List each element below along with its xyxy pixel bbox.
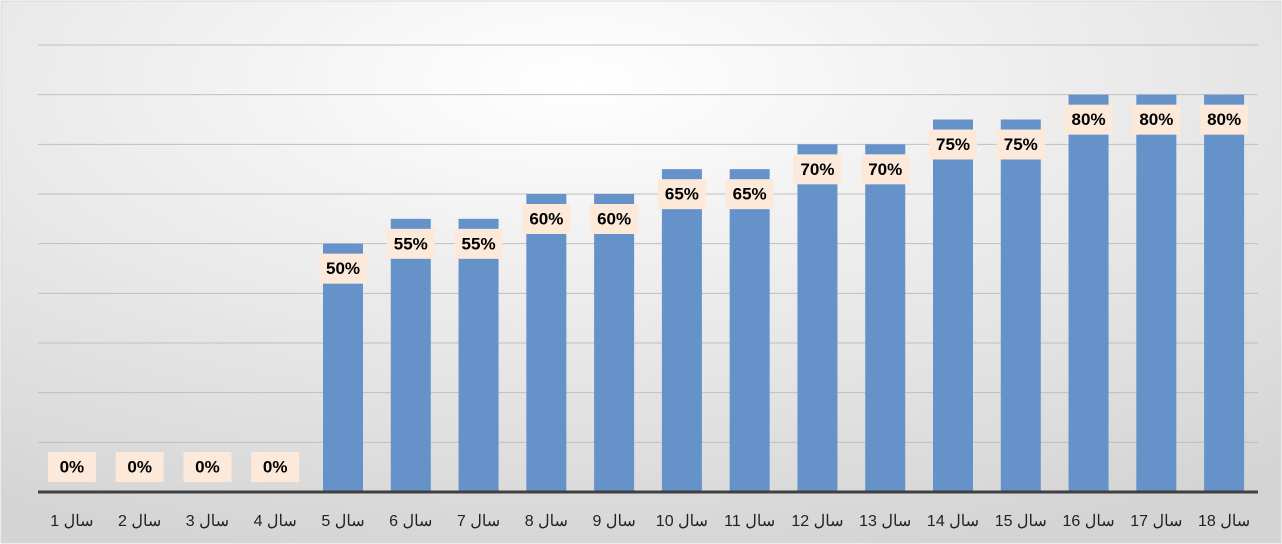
- x-tick-label: سال 18: [1198, 513, 1250, 530]
- data-label-box: [996, 129, 1045, 160]
- x-tick-label: سال 11: [724, 513, 775, 530]
- data-label-box: [319, 253, 367, 284]
- bar: [1136, 94, 1177, 493]
- data-label: 0%: [127, 457, 152, 476]
- x-tick-label: سال 1: [50, 513, 93, 530]
- data-label-box: [725, 179, 774, 210]
- data-label: 75%: [936, 135, 970, 154]
- x-tick-label: سال 8: [525, 513, 568, 530]
- data-label-box: [386, 228, 435, 259]
- data-label-box: [861, 154, 910, 185]
- data-label: 70%: [800, 160, 834, 179]
- data-label-box: [522, 204, 571, 234]
- bar: [526, 194, 567, 492]
- data-label: 65%: [665, 185, 699, 204]
- bar: [797, 144, 838, 493]
- bar: [865, 144, 906, 493]
- x-tick-label: سال 17: [1130, 513, 1182, 530]
- data-label-box: [251, 452, 300, 482]
- x-tick-label: سال 2: [118, 513, 161, 530]
- data-label-box: [1200, 104, 1249, 135]
- x-tick-label: سال 7: [457, 513, 500, 530]
- data-label: 80%: [1072, 110, 1106, 129]
- data-label: 80%: [1139, 110, 1173, 129]
- data-label-box: [793, 154, 842, 185]
- bar: [323, 243, 363, 492]
- data-label: 65%: [733, 185, 767, 204]
- data-label: 80%: [1207, 110, 1241, 129]
- bar: [933, 119, 973, 492]
- data-label-box: [183, 452, 232, 482]
- x-tick-label: سال 13: [859, 513, 911, 530]
- data-label-box: [929, 129, 977, 160]
- data-label: 0%: [263, 457, 288, 476]
- data-label: 0%: [195, 457, 220, 476]
- data-label-box: [454, 228, 503, 259]
- x-tick-label: سال 4: [254, 513, 297, 530]
- bar: [1068, 94, 1109, 493]
- data-label: 60%: [597, 209, 631, 228]
- x-tick-label: سال 5: [321, 513, 364, 530]
- data-label: 60%: [529, 209, 563, 228]
- bar: [390, 218, 431, 493]
- data-label-box: [115, 452, 164, 482]
- data-label-box: [590, 204, 639, 234]
- data-label-box: [1132, 104, 1181, 135]
- data-label: 55%: [394, 234, 428, 253]
- bar: [594, 194, 635, 492]
- x-tick-label: سال 6: [389, 513, 432, 530]
- bar: [729, 169, 770, 492]
- bar: [1000, 119, 1041, 492]
- x-tick-label: سال 10: [656, 513, 708, 530]
- bar: [458, 218, 499, 493]
- data-label: 55%: [462, 234, 496, 253]
- data-label: 0%: [60, 457, 85, 476]
- x-tick-label: سال 3: [186, 513, 229, 530]
- x-tick-label: سال 16: [1062, 513, 1114, 530]
- data-label: 50%: [326, 259, 360, 278]
- data-label-box: [1064, 104, 1113, 135]
- data-label: 75%: [1004, 135, 1038, 154]
- x-tick-label: سال 14: [927, 513, 979, 530]
- x-tick-label: سال 9: [592, 513, 635, 530]
- data-label: 70%: [868, 160, 902, 179]
- bar: [661, 169, 702, 492]
- x-tick-label: سال 15: [995, 513, 1047, 530]
- bar: [1204, 94, 1245, 493]
- data-label-box: [657, 179, 706, 210]
- x-tick-label: سال 12: [791, 513, 843, 530]
- data-label-box: [47, 452, 96, 482]
